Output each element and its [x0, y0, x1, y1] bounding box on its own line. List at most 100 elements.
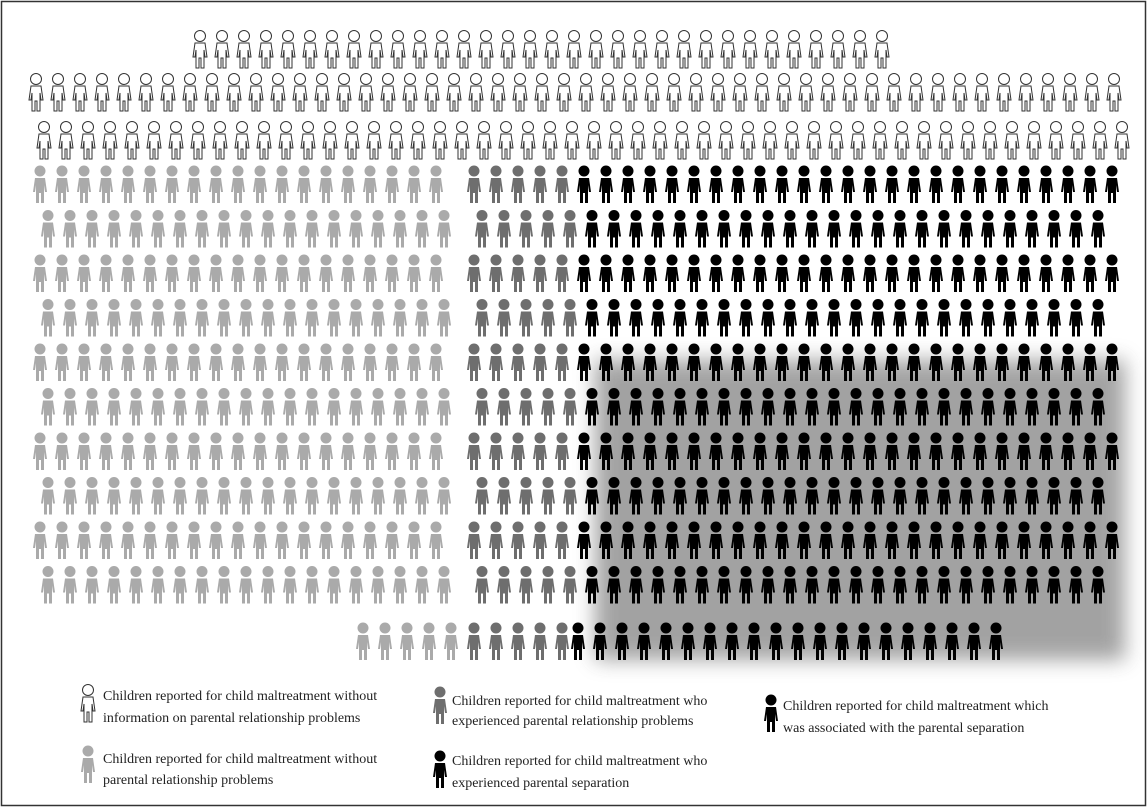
person-icon — [475, 388, 489, 426]
person-icon — [497, 210, 511, 248]
person-icon — [960, 121, 976, 160]
person-icon — [893, 566, 907, 604]
person-icon — [275, 165, 289, 203]
person-icon — [695, 477, 709, 515]
person-icon — [1003, 566, 1017, 604]
person-icon — [239, 388, 253, 426]
person-icon — [433, 686, 447, 724]
person-icon — [696, 121, 712, 160]
person-icon — [951, 432, 965, 470]
person-icon — [363, 432, 377, 470]
person-icon — [385, 343, 399, 381]
person-icon — [302, 30, 318, 69]
person-icon — [129, 210, 143, 248]
person-icon — [261, 388, 275, 426]
person-icon — [1017, 343, 1031, 381]
person-icon — [349, 299, 363, 337]
person-icon — [665, 432, 679, 470]
person-icon — [253, 343, 267, 381]
person-icon — [673, 477, 687, 515]
person-icon — [195, 477, 209, 515]
person-icon — [959, 299, 973, 337]
person-icon — [717, 388, 731, 426]
person-icon — [327, 566, 341, 604]
person-icon — [209, 343, 223, 381]
person-icon — [915, 210, 929, 248]
person-icon — [695, 566, 709, 604]
person-icon — [841, 165, 855, 203]
person-icon — [776, 73, 792, 112]
person-icon — [319, 165, 333, 203]
person-icon — [511, 622, 525, 660]
person-icon — [651, 299, 665, 337]
person-icon — [437, 477, 451, 515]
person-icon — [753, 432, 767, 470]
person-icon — [341, 521, 355, 559]
person-icon — [236, 30, 252, 69]
person-icon — [564, 121, 580, 160]
person-icon — [629, 388, 643, 426]
person-icon — [907, 432, 921, 470]
person-icon — [429, 343, 443, 381]
person-icon — [739, 299, 753, 337]
person-icon — [849, 210, 863, 248]
person-icon — [841, 343, 855, 381]
person-icon — [41, 210, 55, 248]
person-icon — [775, 343, 789, 381]
person-icon — [322, 121, 338, 160]
person-icon — [643, 254, 657, 292]
person-icon — [1114, 121, 1130, 160]
person-icon — [85, 566, 99, 604]
person-icon — [852, 30, 868, 69]
person-icon — [231, 165, 245, 203]
person-icon — [253, 254, 267, 292]
person-icon — [33, 521, 47, 559]
legend-text: was associated with the parental separat… — [783, 721, 1024, 736]
person-icon — [915, 566, 929, 604]
person-icon — [577, 521, 591, 559]
person-icon — [275, 521, 289, 559]
person-icon — [475, 477, 489, 515]
person-icon — [1039, 432, 1053, 470]
person-icon — [143, 343, 157, 381]
person-icon — [761, 388, 775, 426]
person-icon — [138, 73, 154, 112]
person-icon — [124, 121, 140, 160]
person-icon — [731, 165, 745, 203]
person-icon — [533, 521, 547, 559]
person-icon — [732, 73, 748, 112]
person-icon — [173, 299, 187, 337]
person-icon — [444, 622, 458, 660]
person-icon — [327, 210, 341, 248]
person-icon — [775, 254, 789, 292]
person-icon — [710, 73, 726, 112]
person-icon — [107, 388, 121, 426]
person-icon — [1025, 477, 1039, 515]
person-icon — [187, 254, 201, 292]
person-icon — [783, 477, 797, 515]
person-icon — [805, 477, 819, 515]
person-icon — [497, 388, 511, 426]
person-icon — [791, 622, 805, 660]
person-icon — [151, 566, 165, 604]
person-icon — [253, 165, 267, 203]
person-icon — [410, 121, 426, 160]
person-icon — [607, 299, 621, 337]
person-icon — [739, 477, 753, 515]
person-icon — [775, 521, 789, 559]
person-icon — [212, 121, 228, 160]
person-icon — [368, 30, 384, 69]
person-icon — [739, 566, 753, 604]
person-icon — [885, 254, 899, 292]
person-icon — [1083, 254, 1097, 292]
person-icon — [761, 210, 775, 248]
person-icon — [937, 566, 951, 604]
person-icon — [1092, 121, 1108, 160]
person-icon — [676, 30, 692, 69]
person-icon — [835, 622, 849, 660]
person-icon — [607, 210, 621, 248]
person-icon — [371, 566, 385, 604]
person-icon — [886, 73, 902, 112]
person-icon — [981, 210, 995, 248]
person-icon — [116, 73, 132, 112]
